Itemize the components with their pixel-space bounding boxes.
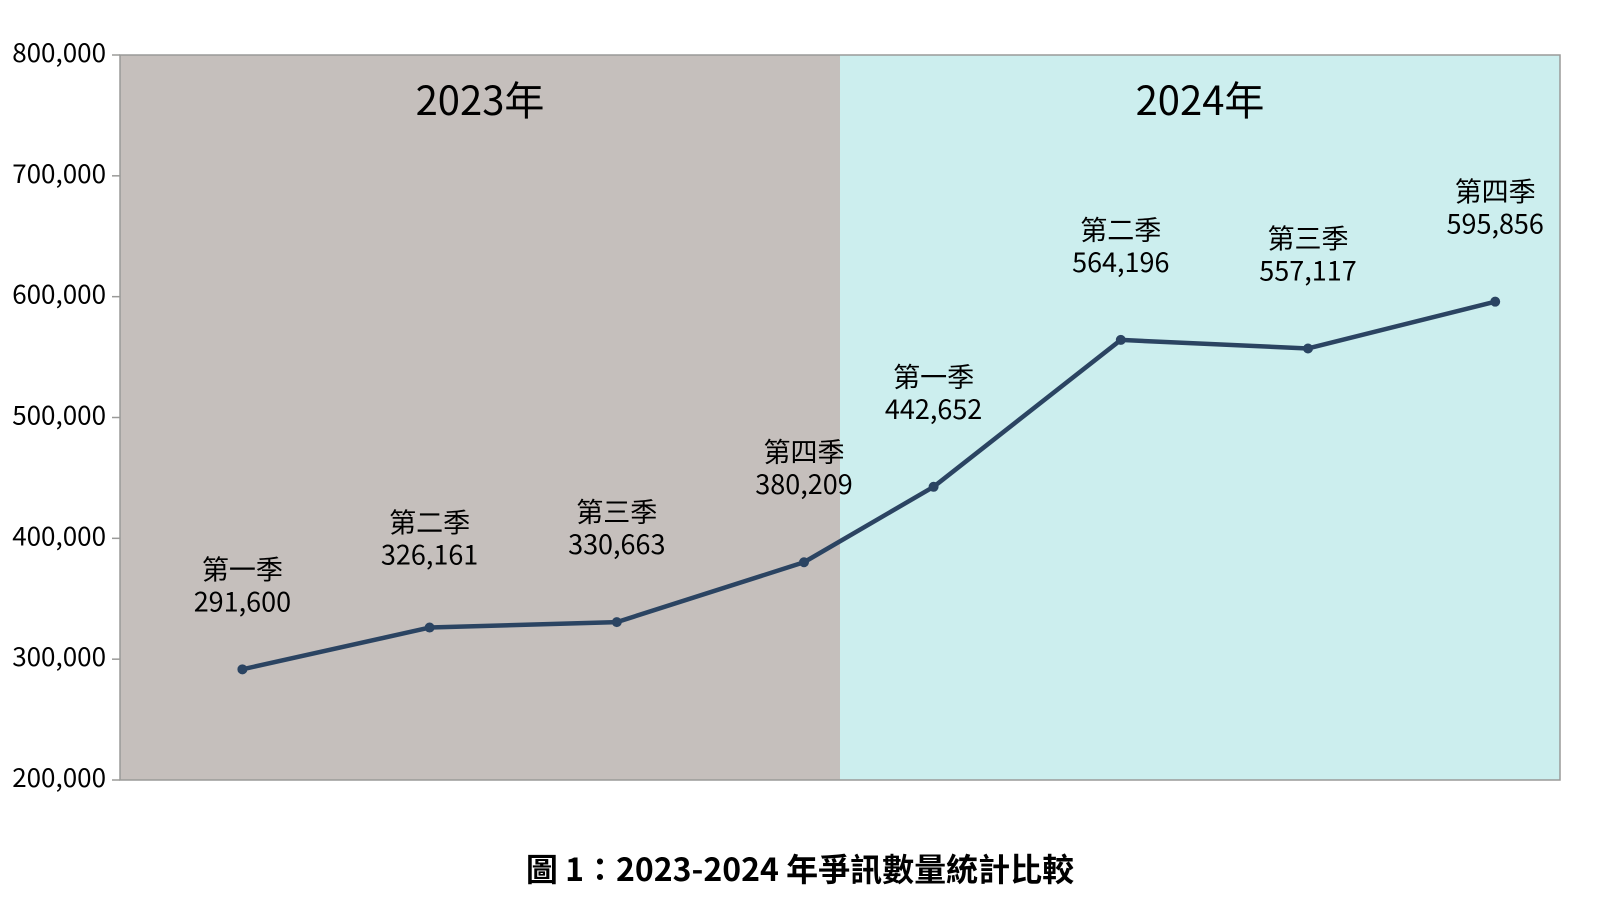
y-tick-label: 400,000 <box>12 516 106 553</box>
series-marker <box>1491 297 1500 306</box>
point-value-label: 564,196 <box>1072 241 1169 280</box>
series-marker <box>1304 344 1313 353</box>
point-value-label: 291,600 <box>194 580 291 619</box>
y-tick-label: 500,000 <box>12 396 106 433</box>
point-value-label: 380,209 <box>755 463 852 502</box>
series-marker <box>800 558 809 567</box>
series-marker <box>238 665 247 674</box>
series-marker <box>929 482 938 491</box>
series-marker <box>1116 335 1125 344</box>
chart-container: 200,000 300,000 400,000 500,000 600,000 700,0… <box>0 0 1600 917</box>
line-chart: 200,000 300,000 400,000 500,000 600,000 700,0… <box>0 0 1600 917</box>
chart-caption: 圖 1：2023-2024 年爭訊數量統計比較 <box>0 845 1600 891</box>
point-value-label: 326,161 <box>381 534 478 573</box>
region-label: 2023年 <box>416 69 545 127</box>
region-label: 2024年 <box>1136 69 1265 127</box>
y-tick-label: 300,000 <box>12 637 106 674</box>
y-tick-label: 600,000 <box>12 275 106 312</box>
series-marker <box>425 623 434 632</box>
point-value-label: 557,117 <box>1259 249 1356 288</box>
point-value-label: 442,652 <box>885 388 982 427</box>
y-tick-label: 700,000 <box>12 154 106 191</box>
point-value-label: 595,856 <box>1446 203 1543 242</box>
chart-region <box>120 55 840 780</box>
series-marker <box>612 618 621 627</box>
y-tick-label: 800,000 <box>12 33 106 70</box>
point-value-label: 330,663 <box>568 523 665 562</box>
y-tick-label: 200,000 <box>12 758 106 795</box>
